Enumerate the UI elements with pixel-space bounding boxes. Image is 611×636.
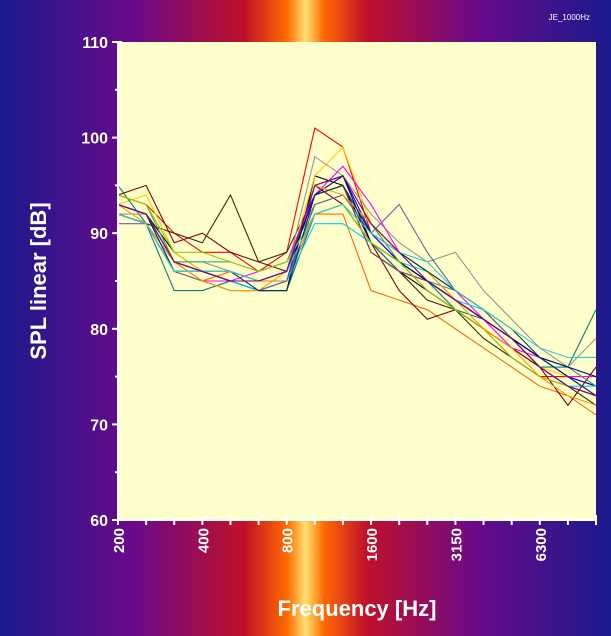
y-tick-label: 60 (90, 513, 108, 530)
x-tick-label: 3150 (448, 528, 465, 561)
x-tick-label: 1600 (364, 528, 381, 561)
y-tick-label: 100 (81, 131, 108, 148)
data-line (117, 175, 597, 397)
x-axis-label: Frequency [Hz] (278, 596, 437, 621)
y-tick-label: 70 (90, 417, 108, 434)
plot-area (118, 42, 596, 520)
x-tick-label: 200 (111, 528, 128, 553)
y-tick-label: 80 (90, 322, 108, 339)
y-tick-label: 110 (82, 35, 108, 52)
y-axis-label: SPL linear [dB] (26, 202, 51, 359)
y-tick-label: 90 (90, 226, 108, 243)
x-tick-label: 800 (280, 528, 297, 553)
data-line (117, 203, 596, 359)
data-line (117, 194, 597, 397)
chart-title: JE_1000Hz (549, 13, 590, 22)
x-tick-label: 400 (195, 528, 212, 553)
x-tick-label: 6300 (533, 528, 550, 561)
